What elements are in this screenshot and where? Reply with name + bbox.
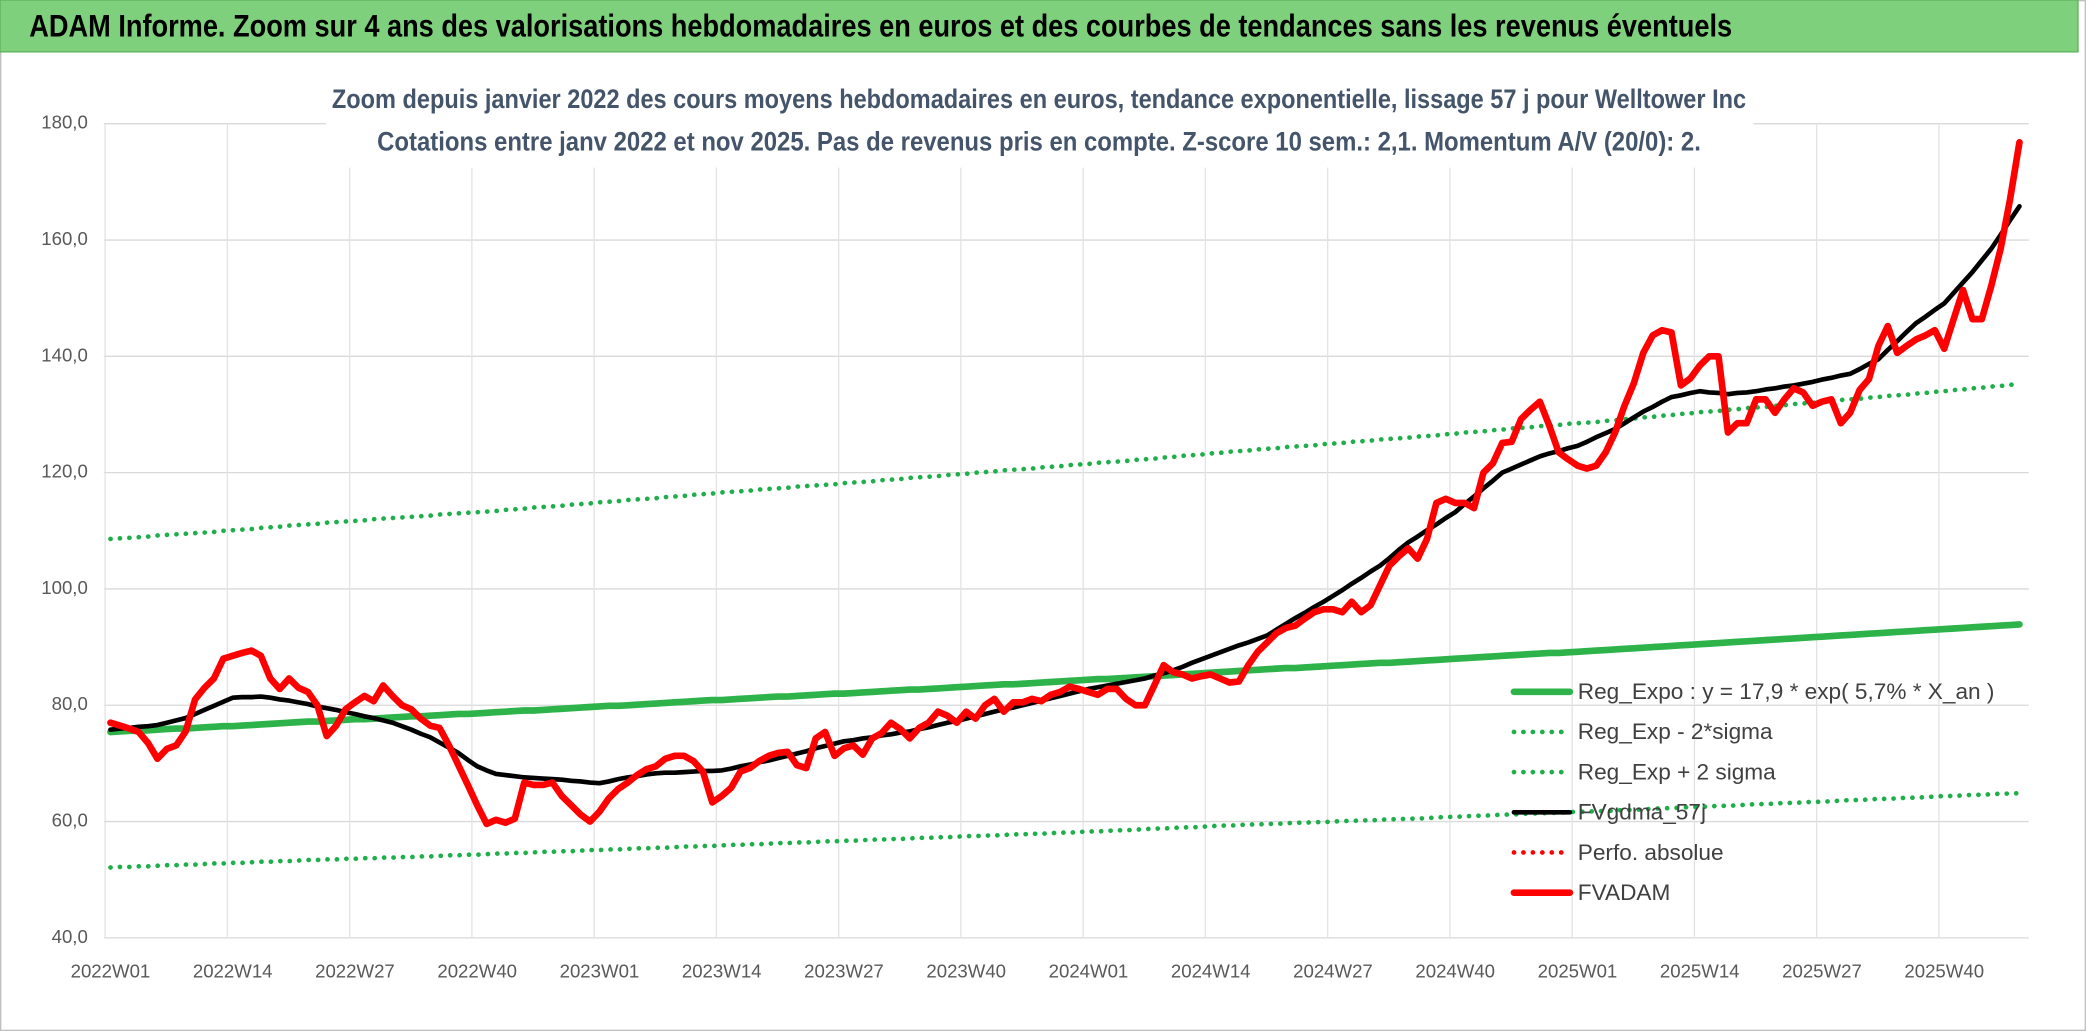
legend-label: Reg_Exp - 2*sigma bbox=[1578, 719, 1773, 744]
x-tick-label: 2022W40 bbox=[437, 960, 517, 981]
x-tick-label: 2024W27 bbox=[1293, 960, 1373, 981]
series-line bbox=[107, 621, 2023, 736]
x-tick-label: 2025W40 bbox=[1904, 960, 1984, 981]
title-box bbox=[325, 77, 1754, 168]
legend-label: Reg_Exp + 2 sigma bbox=[1578, 759, 1776, 784]
chart-subtitle: Cotations entre janv 2022 et nov 2025. P… bbox=[377, 127, 1701, 157]
y-tick-label: 180,0 bbox=[41, 112, 88, 133]
x-tick-label: 2024W01 bbox=[1049, 960, 1129, 981]
y-tick-label: 100,0 bbox=[41, 577, 88, 598]
series-line bbox=[108, 381, 2022, 542]
x-tick-label: 2022W14 bbox=[193, 960, 273, 981]
x-tick-label: 2023W40 bbox=[926, 960, 1006, 981]
y-tick-label: 160,0 bbox=[41, 228, 88, 249]
series-line bbox=[107, 139, 2023, 828]
x-tick-label: 2022W27 bbox=[315, 960, 395, 981]
x-tick-label: 2023W01 bbox=[560, 960, 640, 981]
series-line bbox=[108, 203, 2022, 786]
legend-label: FVADAM bbox=[1578, 880, 1671, 905]
y-tick-label: 140,0 bbox=[41, 344, 88, 365]
header-title: ADAM Informe. Zoom sur 4 ans des valoris… bbox=[29, 7, 1732, 43]
chart-title: Zoom depuis janvier 2022 des cours moyen… bbox=[332, 84, 1746, 114]
y-tick-label: 120,0 bbox=[41, 461, 88, 482]
series-line bbox=[108, 790, 2022, 870]
x-tick-label: 2025W27 bbox=[1782, 960, 1862, 981]
y-tick-label: 40,0 bbox=[52, 926, 88, 947]
x-tick-label: 2023W14 bbox=[682, 960, 762, 981]
header-bar bbox=[0, 0, 2079, 53]
plot-area bbox=[107, 139, 2023, 870]
x-tick-label: 2024W40 bbox=[1415, 960, 1495, 981]
x-tick-label: 2025W14 bbox=[1660, 960, 1740, 981]
x-tick-label: 2022W01 bbox=[71, 960, 151, 981]
x-tick-label: 2024W14 bbox=[1171, 960, 1251, 981]
y-tick-label: 80,0 bbox=[52, 693, 88, 714]
legend-label: Perfo. absolue bbox=[1578, 840, 1724, 865]
legend-label: FVgdma_57j bbox=[1578, 800, 1706, 825]
x-tick-label: 2025W01 bbox=[1538, 960, 1618, 981]
x-tick-label: 2023W27 bbox=[804, 960, 884, 981]
legend-label: Reg_Expo : y = 17,9 * exp( 5,7% * X_an ) bbox=[1578, 679, 1995, 704]
y-tick-label: 60,0 bbox=[52, 809, 88, 830]
legend: Reg_Expo : y = 17,9 * exp( 5,7% * X_an )… bbox=[1510, 679, 1995, 905]
